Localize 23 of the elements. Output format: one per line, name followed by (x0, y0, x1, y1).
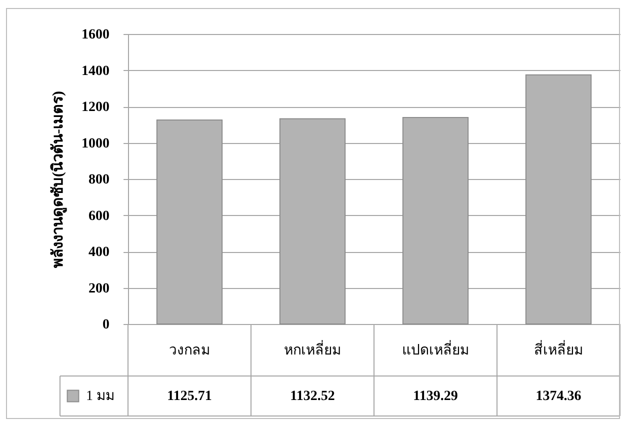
data-label: 1374.36 (536, 389, 582, 404)
bar (402, 117, 469, 324)
x-tick-label: สี่เหลี่ยม (534, 340, 583, 358)
y-tick-label: 1400 (82, 64, 110, 79)
legend-label: 1 มม (86, 389, 114, 404)
data-label: 1132.52 (290, 389, 335, 404)
y-tick-label: 800 (88, 172, 110, 188)
bar (156, 119, 223, 324)
data-label: 1139.29 (413, 389, 458, 404)
y-tick-label: 600 (88, 208, 110, 224)
y-tick-label: 1000 (82, 136, 110, 152)
x-tick-label: หกเหลี่ยม (284, 340, 341, 358)
y-tick-label: 1600 (82, 28, 110, 42)
y-axis-title: พลังงานดูดซับ(นิวตัน-เมตร) (48, 91, 68, 268)
y-tick-label: 0 (102, 318, 110, 332)
bar (525, 74, 592, 324)
x-tick-label: วงกลม (169, 344, 210, 358)
y-tick-label: 400 (88, 245, 110, 260)
data-label: 1125.71 (167, 389, 212, 404)
y-tick-label: 200 (88, 281, 110, 296)
x-tick-label: แปดเหลี่ยม (402, 340, 469, 358)
y-tick-label: 1200 (82, 100, 110, 115)
bar (279, 118, 346, 324)
